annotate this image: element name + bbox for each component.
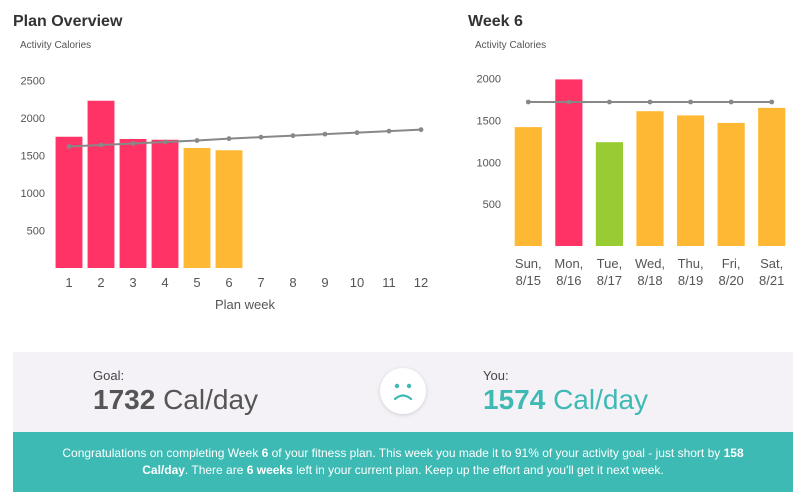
x-tick-label: 3 [129, 275, 136, 290]
target-point [66, 144, 72, 149]
bar [676, 115, 705, 246]
x-tick-label: 5 [193, 275, 200, 290]
week-ylabel: Activity Calories [475, 40, 547, 51]
target-point [525, 99, 531, 105]
plan-overview-title: Plan Overview [13, 13, 123, 30]
y-tick-label: 2500 [21, 76, 45, 88]
x-tick-label: 1 [65, 275, 72, 290]
target-point [769, 99, 775, 105]
target-point [566, 99, 572, 105]
goal-value: 1732 Cal/day [93, 384, 258, 416]
x-tick-label: Thu, [678, 256, 704, 271]
goal-unit: Cal/day [155, 384, 259, 415]
x-tick-label: 2 [97, 275, 104, 290]
message-text-1: Congratulations on completing Week [62, 446, 262, 460]
x-tick-label: 4 [161, 275, 168, 290]
x-tick-label: Wed, [635, 256, 665, 271]
week-chart: 500 1000 1500 2000 Sun, 8/15 Mon, 8/16 Tue, 8/17 W… [477, 74, 786, 288]
message-text-2: of your fitness plan. This week you made… [268, 446, 724, 460]
x-tick-label: 11 [382, 275, 396, 290]
target-point [98, 142, 104, 148]
goal-label: Goal: [93, 368, 125, 383]
target-point [607, 99, 612, 105]
target-point [386, 128, 392, 134]
bar [87, 100, 115, 268]
y-tick-label: 2000 [21, 113, 45, 125]
message-weeks-left: 6 weeks [246, 463, 293, 477]
x-tick-label: 12 [414, 275, 428, 290]
you-value: 1574 Cal/day [483, 384, 648, 416]
you-label: You: [483, 368, 509, 383]
bar [514, 127, 542, 246]
x-tick-label: 8/15 [516, 273, 541, 288]
bar [215, 150, 243, 268]
target-point [162, 139, 168, 145]
x-tick-label: Sun, [515, 256, 542, 271]
you-unit: Cal/day [545, 384, 649, 415]
bar [717, 122, 745, 246]
target-point [418, 127, 424, 133]
x-axis-label: Plan week [215, 297, 275, 312]
bar [119, 139, 147, 268]
y-tick-label: 1500 [477, 115, 501, 127]
y-tick-label: 1000 [477, 157, 501, 169]
bar [555, 79, 583, 246]
target-point [647, 99, 653, 105]
x-tick-label: 7 [257, 275, 264, 290]
x-tick-label: 8/17 [597, 273, 622, 288]
target-point [354, 130, 360, 136]
target-point [322, 131, 328, 137]
target-point [258, 134, 264, 140]
x-tick-label: 8 [289, 275, 296, 290]
week-title: Week 6 [468, 13, 523, 30]
bar [151, 139, 179, 268]
x-tick-label: Sat, [760, 256, 783, 271]
x-tick-label: 8/21 [759, 273, 784, 288]
plan-overview-ylabel: Activity Calories [20, 40, 92, 51]
y-tick-label: 500 [27, 226, 45, 238]
goal-number: 1732 [93, 384, 156, 415]
x-tick-label: 8/18 [637, 273, 662, 288]
target-point [194, 138, 200, 143]
x-tick-label: Mon, [554, 256, 583, 271]
bar [595, 142, 624, 246]
x-tick-label: 8/16 [556, 273, 581, 288]
bar [636, 111, 664, 246]
target-line [68, 128, 422, 148]
x-tick-label: 8/19 [678, 273, 703, 288]
x-tick-label: Fri, [722, 256, 741, 271]
bar [183, 148, 211, 268]
you-number: 1574 [483, 384, 546, 415]
x-tick-label: Tue, [597, 256, 623, 271]
x-tick-label: 10 [350, 275, 364, 290]
target-point [688, 99, 693, 105]
message-week: 6 [261, 446, 269, 460]
bar [55, 136, 83, 268]
target-point [290, 133, 296, 139]
sad-face-icon [380, 368, 426, 414]
y-tick-label: 1500 [21, 151, 45, 163]
bar [758, 107, 786, 246]
target-point [728, 99, 734, 105]
message-text-3: . There are [184, 463, 247, 477]
y-tick-label: 2000 [477, 74, 501, 86]
target-point [130, 141, 136, 146]
y-tick-label: 500 [483, 199, 501, 211]
message-text-4: left in your current plan. Keep up the e… [292, 463, 664, 477]
x-tick-label: 6 [225, 275, 232, 290]
y-tick-label: 1000 [21, 188, 45, 200]
message-short-by: 158 Cal/day [142, 446, 744, 477]
congrats-message: Congratulations on completing Week 6 of … [13, 432, 793, 492]
sad-face-glyph [393, 383, 413, 401]
x-tick-label: 9 [321, 275, 328, 290]
x-tick-label: 8/20 [718, 273, 743, 288]
target-point [226, 136, 232, 142]
